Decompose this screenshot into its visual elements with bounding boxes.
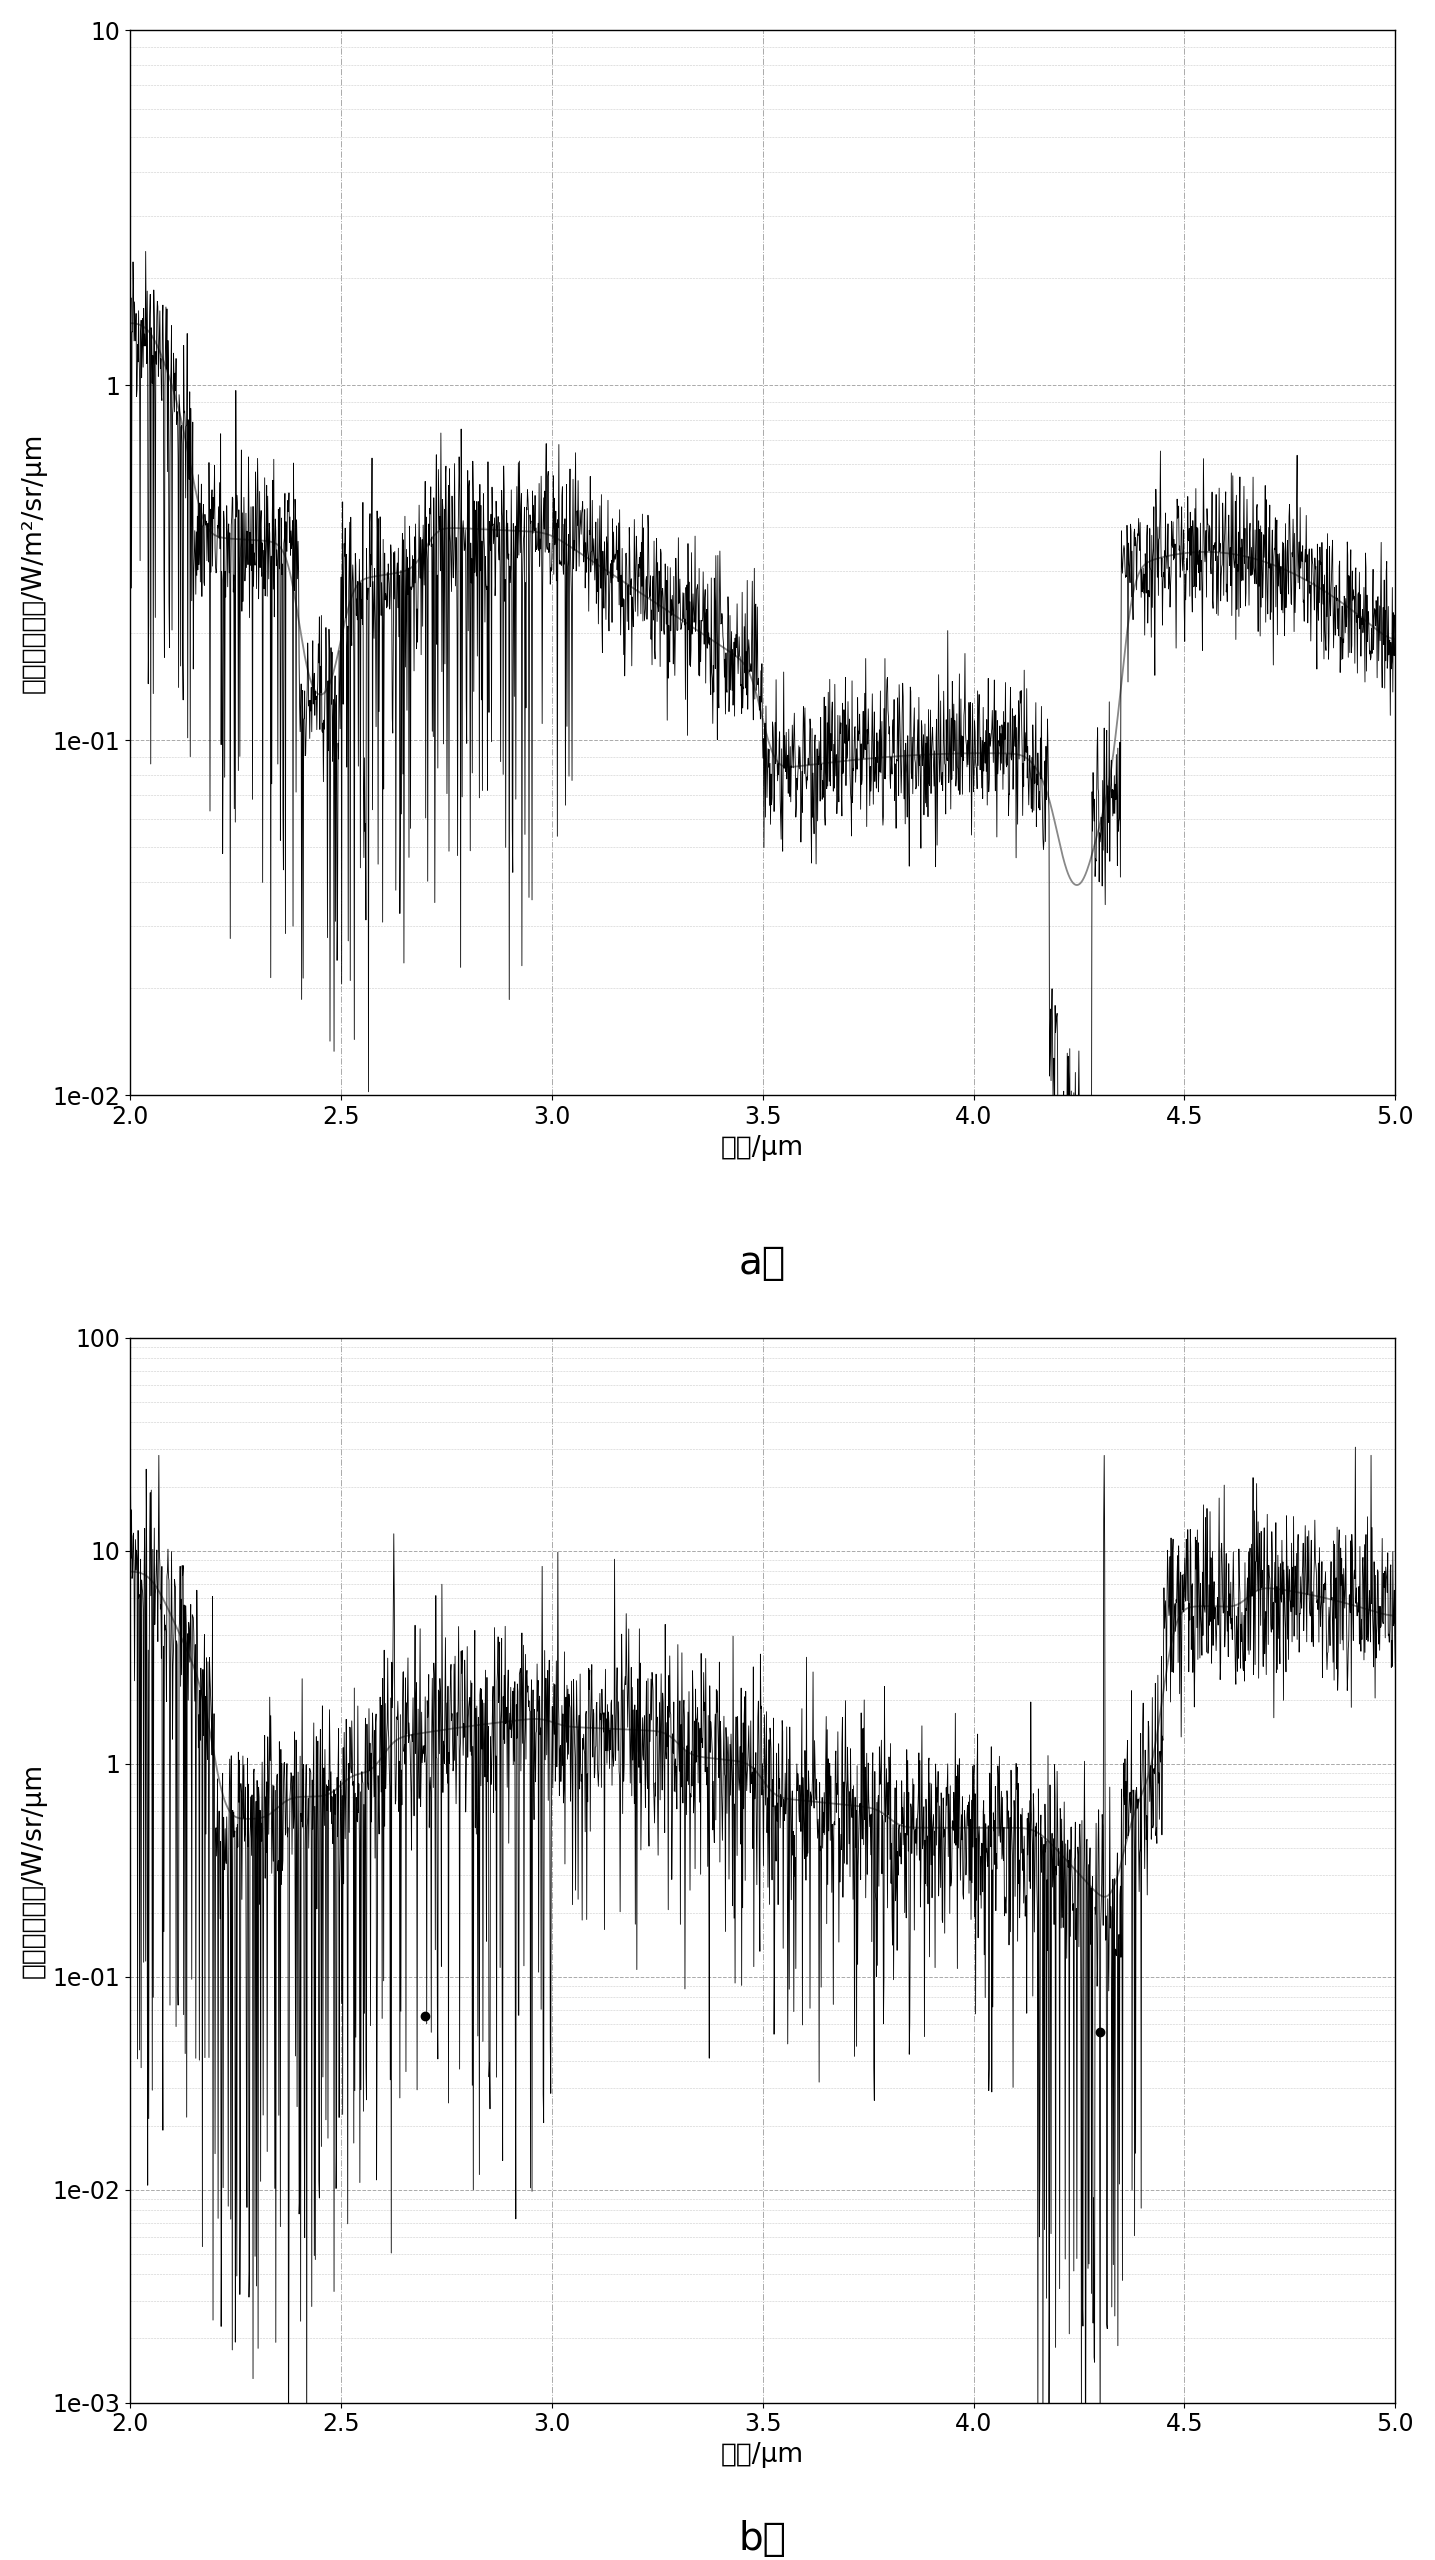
X-axis label: 波长/μm: 波长/μm: [722, 2442, 804, 2468]
Y-axis label: 光谱辐射亮度/W/m²/sr/μm: 光谱辐射亮度/W/m²/sr/μm: [22, 433, 47, 694]
X-axis label: 波长/μm: 波长/μm: [722, 1134, 804, 1160]
Y-axis label: 光谱辐射强度/W/sr/μm: 光谱辐射强度/W/sr/μm: [22, 1764, 47, 1979]
Text: b）: b）: [739, 2519, 786, 2557]
Text: a）: a）: [739, 1244, 786, 1283]
